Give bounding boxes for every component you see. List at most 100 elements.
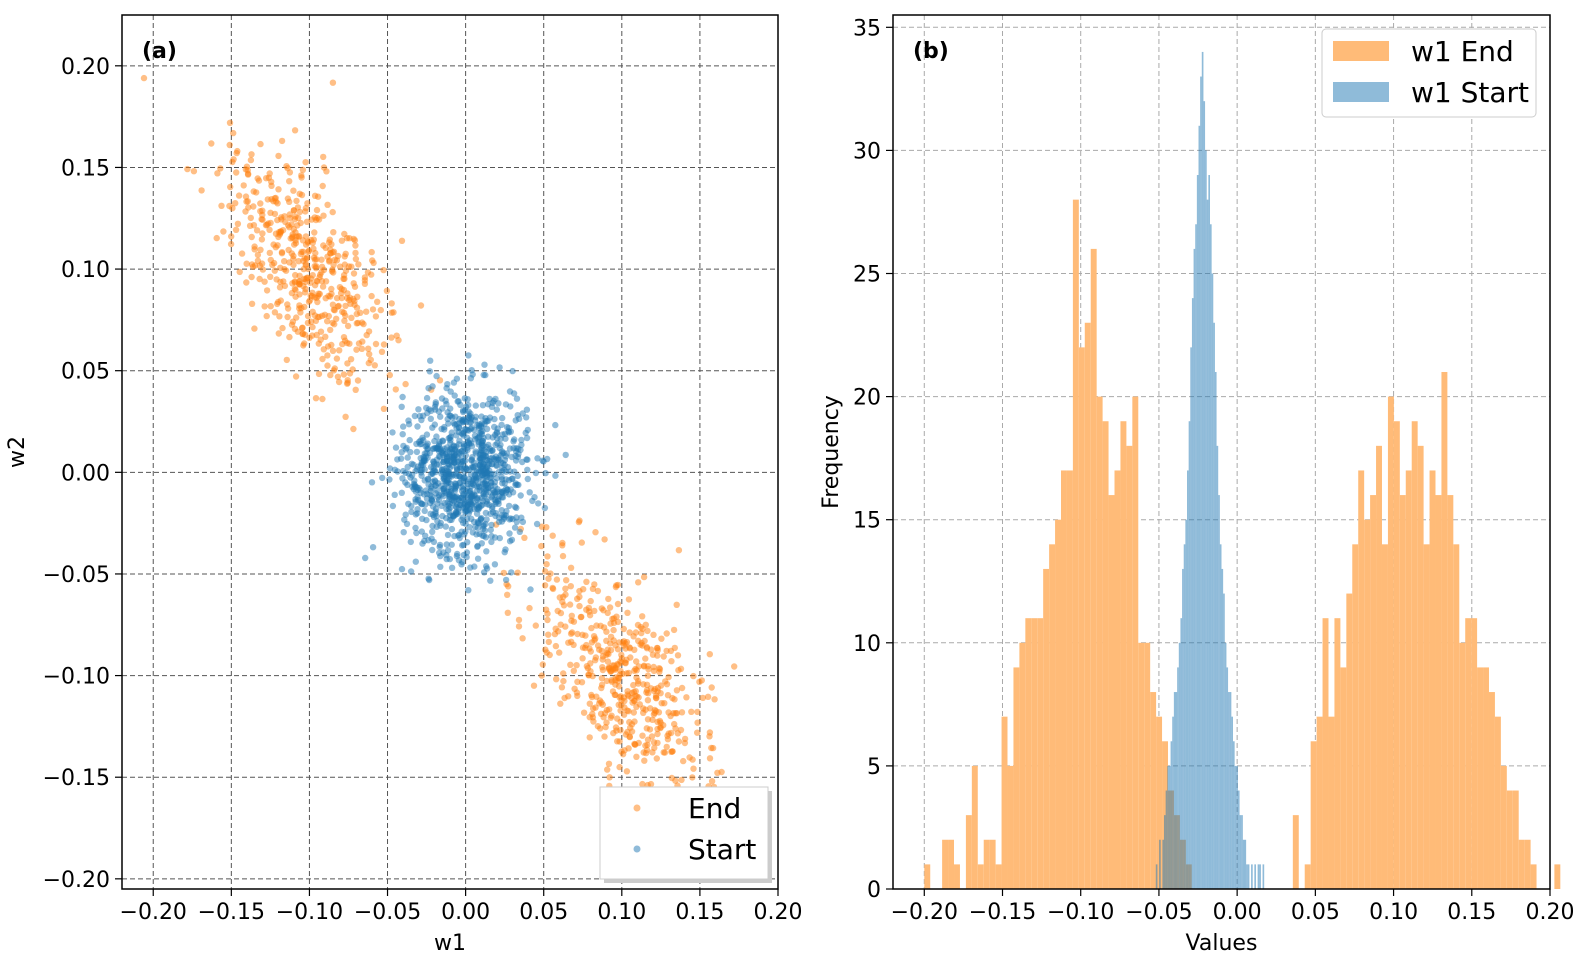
- scatter-point-start: [526, 489, 533, 496]
- scatter-point-end: [263, 312, 270, 320]
- scatter-point-start: [494, 425, 501, 432]
- scatter-point-start: [505, 428, 512, 435]
- scatter-point-end: [624, 728, 631, 736]
- scatter-point-end: [198, 187, 205, 194]
- scatter-point-end: [261, 278, 268, 285]
- scatter-point-start: [391, 491, 398, 498]
- scatter-point-start: [491, 415, 498, 423]
- scatter-point-start: [488, 403, 496, 410]
- scatter-point-start: [379, 474, 386, 482]
- histogram-bar-w1-start: [1177, 667, 1179, 889]
- scatter-point-end: [276, 313, 283, 320]
- scatter-point-end: [398, 237, 406, 244]
- scatter-point-start: [519, 410, 526, 417]
- x-tick-label: 0.20: [754, 900, 803, 925]
- scatter-point-start: [476, 456, 483, 464]
- scatter-point-end: [283, 356, 290, 364]
- scatter-point-start: [472, 468, 479, 476]
- scatter-point-end: [515, 623, 523, 630]
- scatter-point-start: [518, 436, 525, 444]
- scatter-point-end: [652, 707, 660, 715]
- histogram-bar-w1-end: [1132, 396, 1139, 889]
- scatter-point-end: [301, 275, 308, 282]
- scatter-point-start: [398, 489, 405, 496]
- scatter-point-end: [318, 256, 325, 263]
- scatter-point-start: [523, 406, 531, 413]
- scatter-point-start: [402, 469, 409, 476]
- scatter-point-end: [358, 345, 366, 352]
- scatter-point-start: [494, 488, 501, 495]
- scatter-point-end: [600, 607, 607, 614]
- histogram-bar-w1-start: [1234, 765, 1237, 889]
- scatter-point-start: [487, 510, 494, 517]
- histogram-bar-w1-start: [1196, 175, 1199, 889]
- histogram-bar-w1-start: [1170, 741, 1173, 889]
- scatter-point-end: [259, 216, 266, 223]
- scatter-point-end: [573, 662, 580, 669]
- scatter-point-end: [637, 623, 644, 631]
- scatter-point-start: [404, 454, 411, 461]
- scatter-point-end: [308, 216, 315, 223]
- scatter-point-end: [605, 665, 612, 673]
- histogram-bar-w1-start: [1247, 864, 1250, 889]
- scatter-point-start: [402, 511, 409, 518]
- scatter-point-start: [439, 485, 447, 493]
- histogram-bar-w1-start: [1216, 445, 1219, 889]
- histogram-bar-w1-start: [1164, 815, 1166, 889]
- scatter-point-end: [559, 598, 566, 606]
- scatter-point-end: [230, 129, 237, 137]
- scatter-point-end: [324, 343, 332, 350]
- scatter-point-start: [431, 421, 438, 428]
- scatter-point-end: [543, 524, 550, 531]
- scatter-point-start: [468, 424, 475, 431]
- scatter-point-end: [667, 712, 674, 720]
- scatter-point-start: [552, 472, 559, 479]
- scatter-point-end: [557, 609, 565, 617]
- scatter-point-end: [329, 208, 336, 216]
- scatter-point-end: [353, 310, 360, 318]
- scatter-point-start: [469, 529, 476, 536]
- scatter-point-end: [313, 256, 320, 263]
- scatter-point-start: [423, 404, 430, 412]
- scatter-point-end: [233, 169, 240, 176]
- histogram-bar-w1-start: [1162, 839, 1165, 889]
- scatter-point-start: [444, 381, 451, 388]
- histogram-bar-w1-end: [948, 839, 954, 889]
- scatter-point-start: [429, 528, 436, 535]
- scatter-point-end: [256, 275, 263, 283]
- x-tick-label: −0.10: [1047, 900, 1114, 925]
- scatter-point-end: [365, 345, 372, 352]
- histogram-bar-w1-end: [1049, 544, 1056, 889]
- scatter-point-start: [444, 531, 452, 539]
- scatter-point-end: [605, 760, 613, 767]
- scatter-point-end: [606, 604, 614, 611]
- histogram-bar-w1-start: [1190, 347, 1192, 889]
- scatter-point-end: [558, 684, 566, 691]
- scatter-point-start: [461, 417, 468, 424]
- scatter-point-end: [327, 371, 334, 379]
- scatter-point-end: [588, 691, 595, 699]
- scatter-point-start: [362, 554, 369, 562]
- histogram-bar-w1-start: [1211, 273, 1214, 889]
- scatter-point-start: [446, 493, 454, 500]
- legend-marker-start: [633, 845, 641, 853]
- histogram-bar-w1-start: [1251, 864, 1253, 889]
- scatter-point-end: [690, 765, 697, 772]
- scatter-point-start: [411, 412, 419, 420]
- scatter-point-end: [281, 213, 288, 220]
- scatter-point-end: [263, 175, 270, 182]
- scatter-point-end: [583, 663, 591, 670]
- scatter-point-start: [442, 397, 449, 404]
- scatter-point-start: [451, 392, 458, 399]
- y-axis-label: Frequency: [819, 395, 844, 509]
- scatter-point-end: [624, 609, 631, 616]
- scatter-point-start: [476, 430, 483, 437]
- histogram-bar-w1-start: [1259, 864, 1261, 889]
- scatter-point-start: [413, 448, 421, 456]
- scatter-point-end: [578, 539, 585, 546]
- scatter-point-end: [605, 595, 612, 603]
- scatter-point-end: [286, 333, 293, 341]
- scatter-point-end: [351, 297, 358, 305]
- histogram-bar-w1-end: [1025, 618, 1032, 889]
- scatter-point-end: [275, 228, 283, 236]
